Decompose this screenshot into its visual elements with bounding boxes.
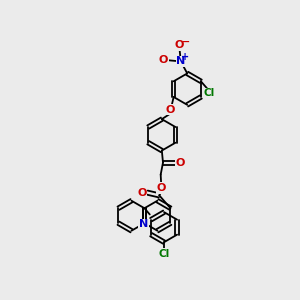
Text: O: O bbox=[137, 188, 147, 198]
Text: O: O bbox=[157, 183, 166, 193]
Text: N: N bbox=[139, 219, 148, 229]
Text: Cl: Cl bbox=[203, 88, 214, 98]
Text: O: O bbox=[166, 105, 175, 115]
Text: Cl: Cl bbox=[158, 249, 170, 259]
Text: N: N bbox=[176, 56, 185, 66]
Text: O: O bbox=[175, 40, 184, 50]
Text: +: + bbox=[181, 52, 189, 62]
Text: O: O bbox=[159, 55, 168, 65]
Text: −: − bbox=[182, 37, 190, 47]
Text: O: O bbox=[176, 158, 185, 168]
